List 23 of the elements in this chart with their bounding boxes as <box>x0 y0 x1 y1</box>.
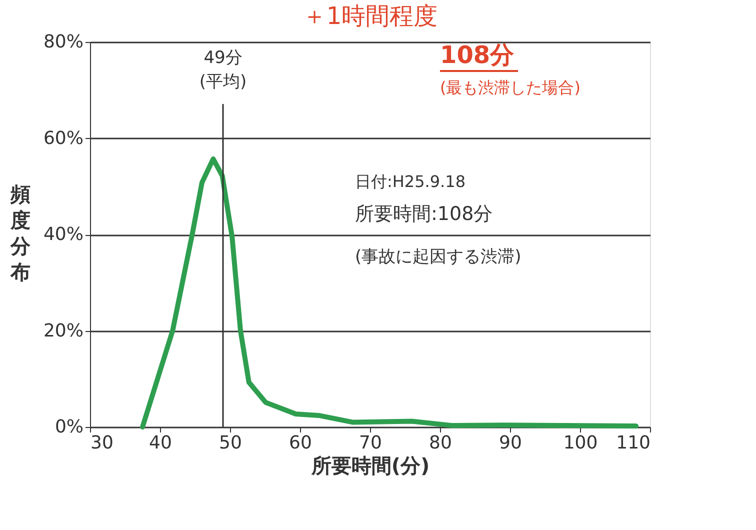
x-tick-label: 80 <box>429 432 452 454</box>
annotation: (最も渋滞した場合) <box>440 78 580 97</box>
y-tick-label: 20% <box>43 320 84 342</box>
x-tick-label: 50 <box>219 432 242 454</box>
annotation: 所要時間:108分 <box>355 203 493 225</box>
x-axis-title: 所要時間(分) <box>310 454 430 478</box>
ref-line-label: 49分 (平均) <box>199 48 247 92</box>
y-tick-label: 0% <box>54 416 84 438</box>
y-axis-title: 頻度分布 <box>10 182 32 284</box>
x-tick-label: 90 <box>499 432 522 454</box>
y-tick-label: 80% <box>43 32 84 52</box>
annotation: 日付:H25.9.18 <box>355 172 466 191</box>
x-tick-label: 70 <box>359 432 382 454</box>
chart-title: ＋1時間程度 <box>302 2 438 30</box>
x-tick-label: 30 <box>90 432 114 454</box>
annotation: 108分 <box>440 41 516 69</box>
x-tick-label: 100 <box>563 432 598 454</box>
x-tick-label: 60 <box>289 432 312 454</box>
x-tick-label: 110 <box>616 432 650 454</box>
y-tick-label: 60% <box>43 128 84 149</box>
x-tick-label: 40 <box>149 432 172 454</box>
y-tick-label: 40% <box>43 224 84 245</box>
annotation: (事故に起因する渋滞) <box>355 247 522 267</box>
